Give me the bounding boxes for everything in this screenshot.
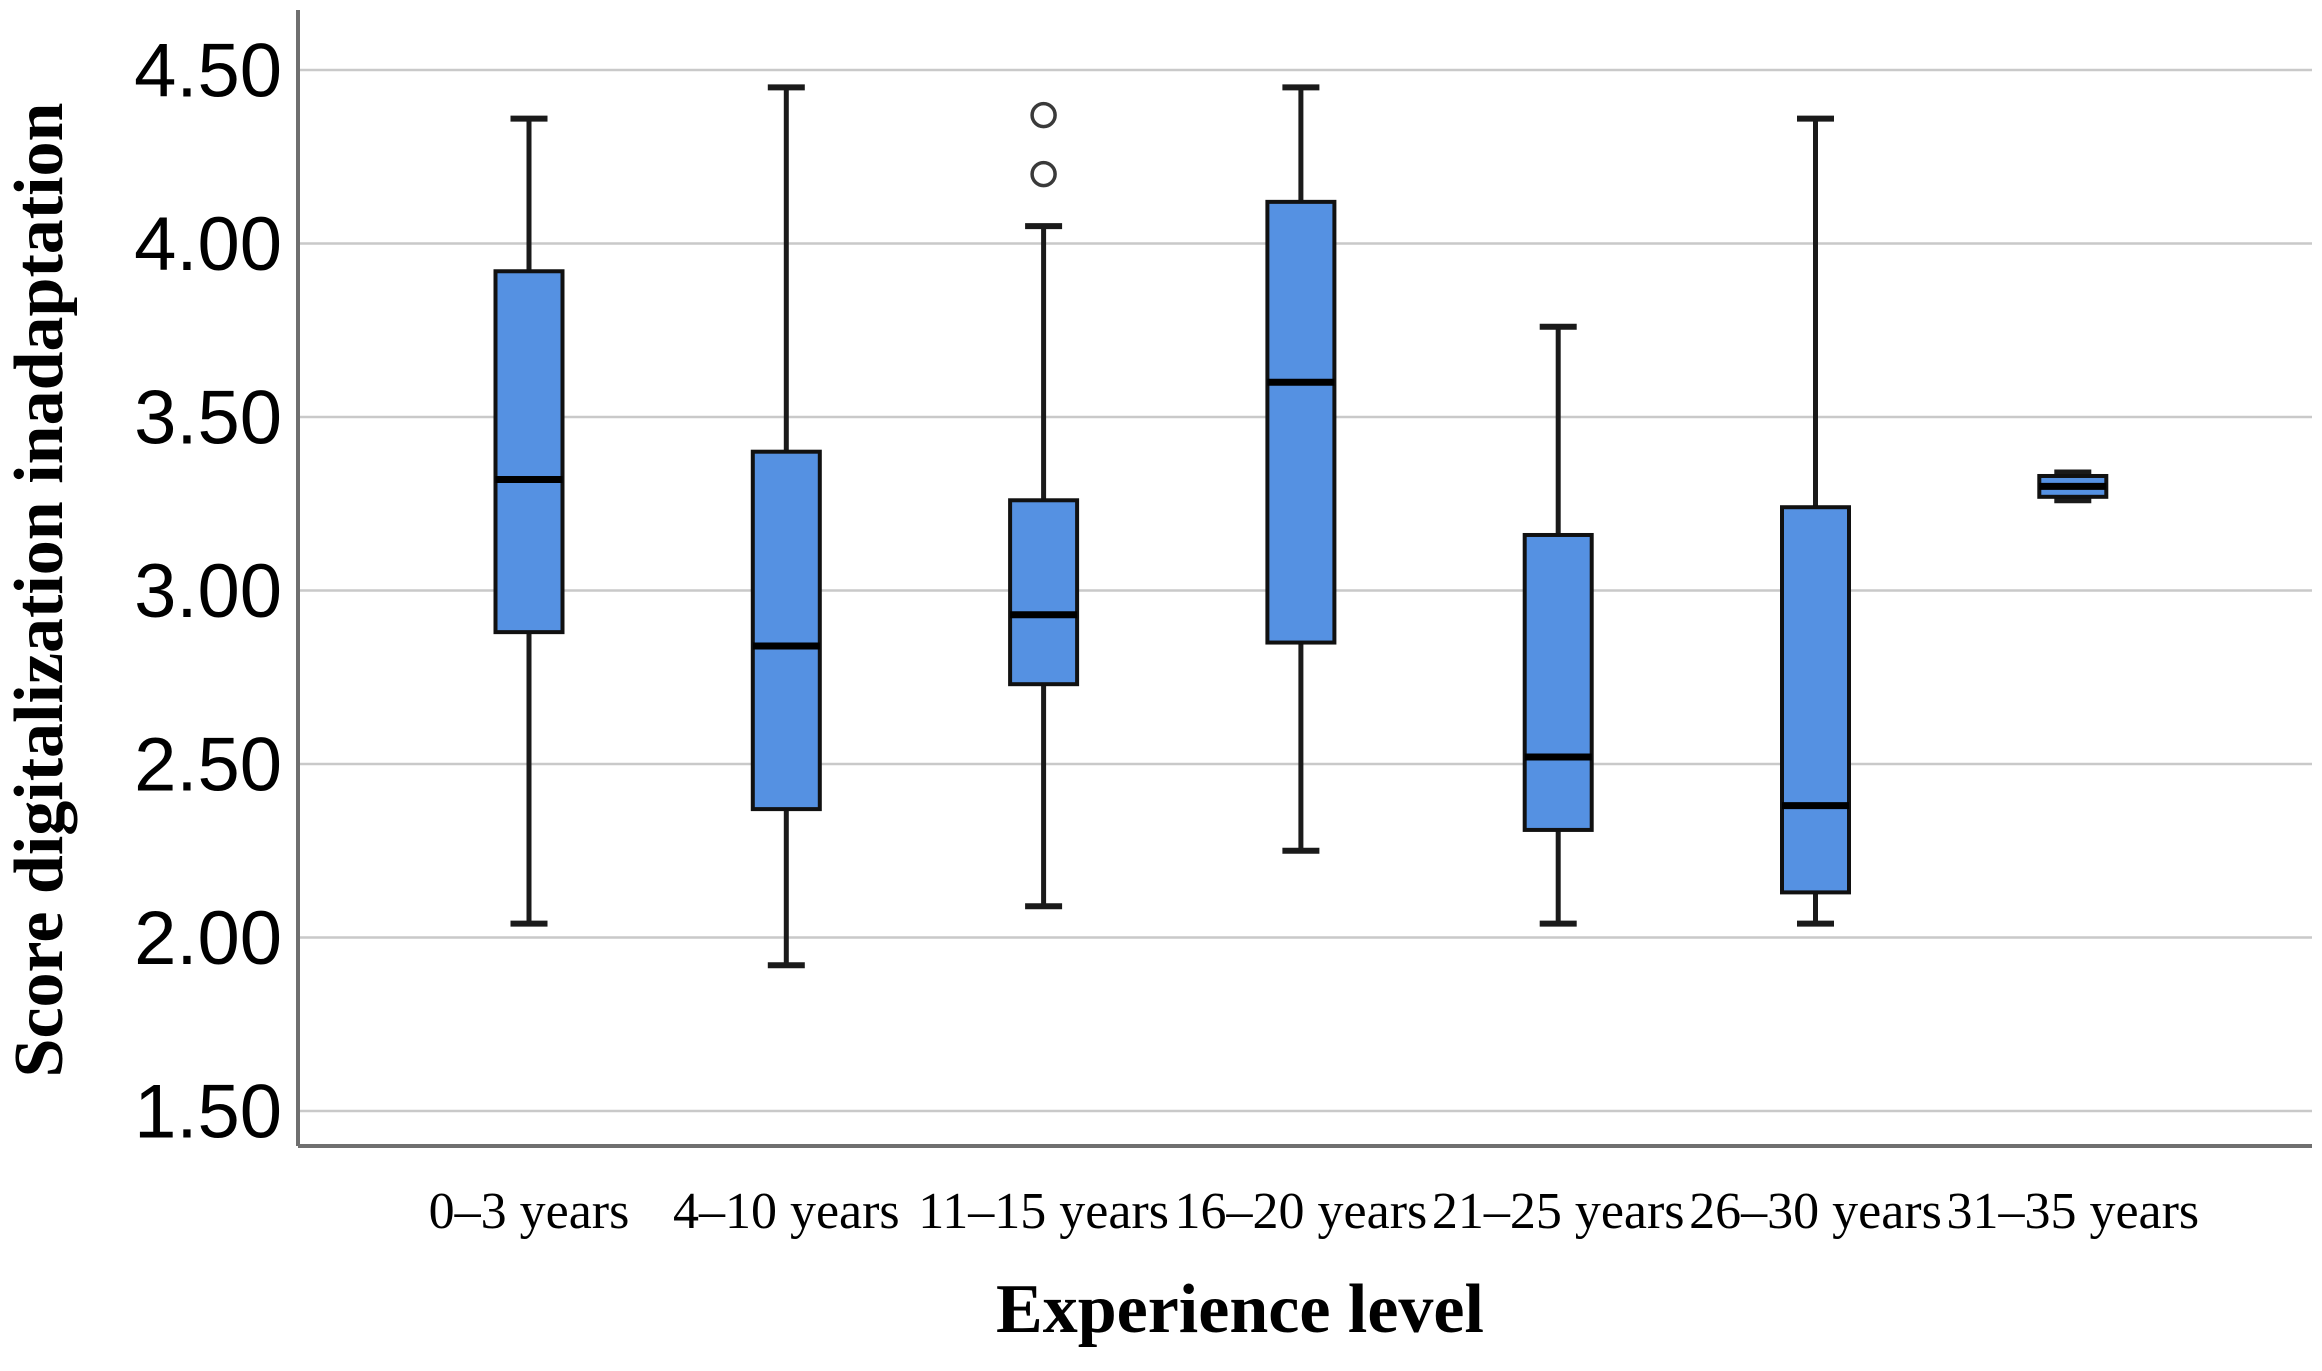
box-plot-4	[1265, 84, 1337, 854]
y-tick-label: 3.00	[134, 549, 282, 634]
y-tick-label: 2.50	[134, 723, 282, 808]
y-tick-label: 4.50	[134, 29, 282, 114]
x-category-label: 26–30 years	[1689, 1183, 1942, 1240]
iqr-box	[1780, 505, 1851, 895]
box-series	[493, 84, 2109, 969]
iqr-box	[1008, 498, 1080, 687]
box-plot-2	[750, 84, 822, 969]
x-category-label: 0–3 years	[429, 1183, 630, 1240]
y-tick-label: 3.50	[134, 376, 282, 461]
box-plot-3	[1008, 101, 1080, 910]
iqr-box	[750, 449, 822, 812]
iqr-box	[493, 269, 565, 635]
iqr-box	[1522, 532, 1594, 832]
y-axis-title: Score digitalization inadaptation	[1, 103, 78, 1078]
iqr-box	[1265, 199, 1337, 645]
box-plot-6	[1780, 115, 1851, 927]
x-category-label: 21–25 years	[1432, 1183, 1685, 1240]
box-plot-1	[493, 115, 565, 927]
outlier-point	[1030, 160, 1057, 188]
x-category-label: 31–35 years	[1946, 1183, 2199, 1240]
axes	[296, 10, 2312, 1148]
x-axis-category-labels: 0–3 years 4–10 years 11–15 years 16–20 year…	[429, 1183, 2200, 1240]
outlier-point	[1030, 101, 1057, 129]
x-axis-title: Experience level	[996, 1271, 1484, 1348]
y-axis-tick-labels: 4.50 4.00 3.50 3.00 2.50 2.00 1.50	[134, 29, 282, 1155]
y-tick-label: 2.00	[134, 896, 282, 981]
y-tick-label: 1.50	[134, 1070, 282, 1155]
x-category-label: 4–10 years	[673, 1183, 900, 1240]
y-tick-label: 4.00	[134, 202, 282, 287]
box-plot-7	[2037, 469, 2109, 504]
box-plot-5	[1522, 323, 1594, 927]
x-category-label: 11–15 years	[918, 1183, 1169, 1240]
x-category-label: 16–20 years	[1175, 1183, 1428, 1240]
